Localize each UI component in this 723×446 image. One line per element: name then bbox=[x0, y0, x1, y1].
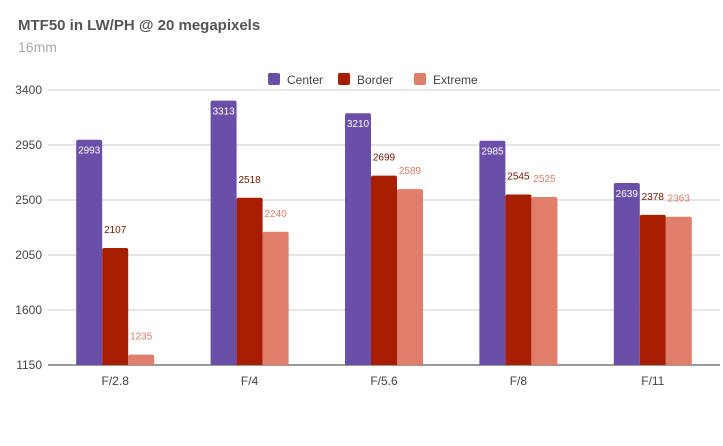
x-tick-label: F/4 bbox=[241, 374, 259, 388]
chart-subtitle: 16mm bbox=[18, 39, 57, 55]
bar-border bbox=[639, 214, 666, 365]
chart-title: MTF50 in LW/PH @ 20 megapixels bbox=[18, 17, 261, 34]
data-label: 2240 bbox=[264, 209, 287, 220]
data-label: 3210 bbox=[347, 119, 370, 130]
bar-center bbox=[76, 139, 103, 365]
bar-extreme bbox=[665, 216, 692, 365]
data-label: 3313 bbox=[212, 107, 235, 118]
bar-center bbox=[345, 113, 371, 365]
data-label: 2363 bbox=[668, 194, 691, 205]
x-tick-label: F/11 bbox=[641, 374, 664, 388]
legend-swatch bbox=[268, 73, 280, 85]
bar-center bbox=[479, 140, 506, 365]
data-label: 2589 bbox=[399, 166, 422, 177]
bar-border bbox=[102, 248, 129, 365]
data-label: 2518 bbox=[238, 175, 261, 186]
data-label: 2545 bbox=[507, 172, 530, 183]
y-tick-label: 2500 bbox=[15, 193, 42, 207]
x-tick-label: F/2.8 bbox=[102, 374, 130, 388]
legend-swatch bbox=[338, 73, 350, 85]
bar-border bbox=[236, 197, 263, 365]
bar-border bbox=[371, 175, 397, 365]
data-label: 2107 bbox=[104, 225, 127, 236]
bar-extreme bbox=[128, 354, 155, 365]
legend-label: Border bbox=[357, 73, 393, 87]
y-tick-label: 2950 bbox=[15, 138, 42, 152]
bar-center bbox=[613, 183, 640, 365]
legend-label: Center bbox=[287, 73, 323, 87]
data-label: 2993 bbox=[78, 146, 101, 157]
y-tick-label: 1600 bbox=[15, 303, 42, 317]
legend-swatch bbox=[414, 73, 426, 85]
bar-border bbox=[505, 194, 532, 365]
bar-extreme bbox=[262, 231, 289, 365]
data-label: 2378 bbox=[642, 192, 665, 203]
y-tick-label: 2050 bbox=[15, 248, 42, 262]
bar-extreme bbox=[397, 189, 423, 365]
x-tick-label: F/8 bbox=[510, 374, 528, 388]
bar-extreme bbox=[531, 196, 558, 365]
y-tick-label: 1150 bbox=[16, 358, 42, 372]
data-label: 2525 bbox=[533, 174, 556, 185]
data-label: 2639 bbox=[616, 189, 639, 200]
x-tick-label: F/5.6 bbox=[370, 374, 398, 388]
y-tick-label: 3400 bbox=[15, 83, 42, 97]
data-label: 2985 bbox=[481, 147, 504, 158]
legend-label: Extreme bbox=[433, 73, 478, 87]
bar-center bbox=[210, 100, 237, 365]
data-label: 1235 bbox=[130, 332, 153, 343]
data-label: 2699 bbox=[373, 153, 396, 164]
